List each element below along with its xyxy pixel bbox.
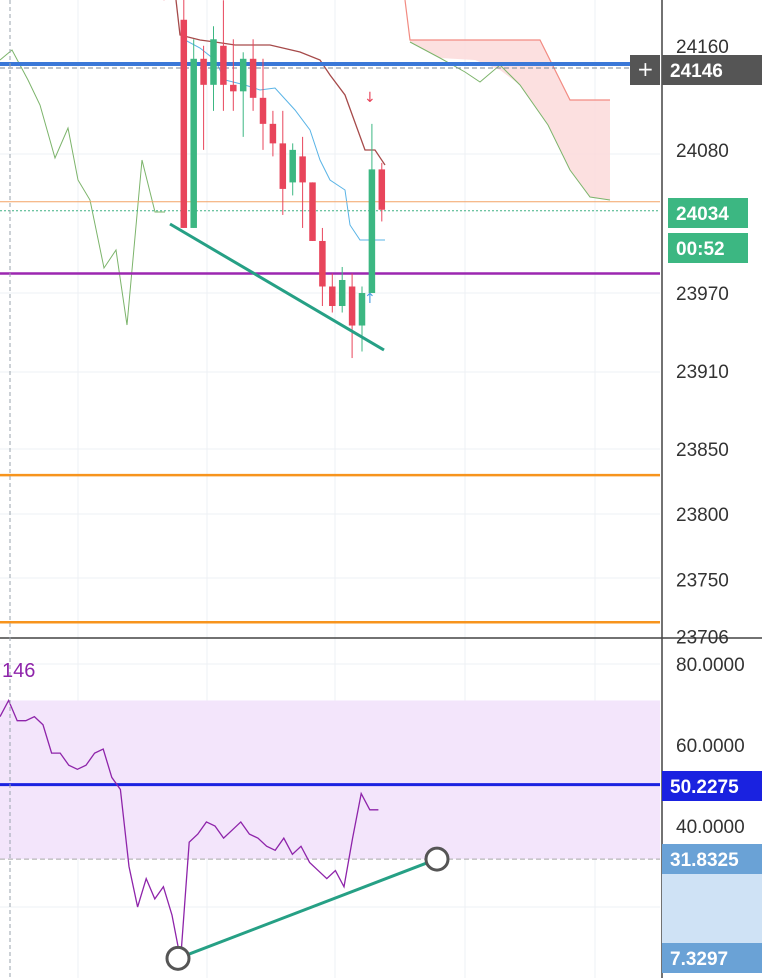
candle-body — [239, 58, 247, 92]
candle-body — [200, 58, 207, 85]
candle-body — [338, 279, 346, 307]
sell-arrow-icon: ↓ — [364, 90, 376, 106]
price-tick-label: 23706 — [676, 628, 729, 649]
countdown-badge-bg — [668, 233, 748, 263]
indicator-tick-label: 80.0000 — [676, 655, 745, 676]
kijun-sen — [175, 0, 386, 166]
trendline-handle-end[interactable] — [424, 846, 450, 872]
price-tick-label: 23970 — [676, 284, 729, 305]
selection-range-bg — [662, 874, 762, 943]
countdown-badge: 00:52 — [676, 239, 725, 260]
indicator-tick-label: 60.0000 — [676, 736, 745, 757]
band-low-badge: 31.8325 — [670, 850, 739, 871]
band-low-badge-bg — [662, 844, 762, 874]
last-price-badge: 24034 — [676, 204, 729, 225]
current-value-badge-bg — [662, 943, 762, 973]
indicator-band — [0, 700, 660, 860]
price-trendline — [169, 222, 385, 352]
level-line-badge-bg — [662, 771, 762, 801]
trendline-handle-start[interactable] — [165, 945, 191, 971]
candle-body — [220, 45, 227, 85]
candle-body — [329, 286, 336, 307]
chikou-span — [0, 49, 165, 326]
candle-body — [210, 39, 217, 85]
senkou-span-b — [404, 0, 610, 101]
candle-body — [180, 19, 188, 228]
candle-body — [299, 156, 306, 183]
current-value-badge: 7.3297 — [670, 949, 728, 970]
price-tick-label: 23800 — [676, 505, 729, 526]
candle-body — [368, 169, 376, 293]
price-axis[interactable]: 24160 24080 23970 23910 23850 23800 23750 23706 — [676, 37, 729, 649]
candle-body — [378, 169, 386, 210]
candle-body — [269, 123, 277, 144]
candle-body — [190, 58, 197, 228]
price-tick-label: 24080 — [676, 141, 729, 162]
candle-body — [358, 293, 366, 326]
buy-arrow-icon: ↑ — [364, 291, 376, 307]
candle-body — [249, 58, 257, 98]
price-tick-label: 23850 — [676, 440, 729, 461]
tenkan-sen — [184, 39, 385, 241]
price-tick-label: 23750 — [676, 570, 729, 591]
indicator-series-line — [0, 698, 379, 960]
candle-body — [259, 97, 267, 124]
candle-body — [230, 84, 237, 92]
indicator-tick-label: 40.0000 — [676, 817, 745, 838]
candle-body — [279, 143, 287, 189]
crosshair-price-badge: 24146 — [670, 61, 723, 82]
last-price-badge-bg — [668, 198, 748, 228]
candle-body — [348, 286, 356, 326]
axis-badges: +24146 24034 00:52 50.2275 31.8325 7.3297 — [630, 55, 762, 973]
plus-icon: + — [637, 57, 654, 81]
candle-body — [319, 240, 326, 287]
price-tick-label: 23910 — [676, 362, 729, 383]
indicator-value-label: 146 — [2, 660, 35, 682]
price-tick-label: 24160 — [676, 37, 729, 58]
crosshair-price-badge-bg — [662, 55, 762, 85]
price-pane[interactable]: ↓↑ — [0, 0, 660, 624]
indicator-trendline — [177, 857, 438, 960]
level-line-badge: 50.2275 — [670, 777, 739, 798]
candle-body — [309, 182, 316, 241]
candle-body — [289, 149, 296, 183]
crosshair-plus-bg — [630, 55, 660, 85]
indicator-pane[interactable] — [0, 698, 660, 971]
